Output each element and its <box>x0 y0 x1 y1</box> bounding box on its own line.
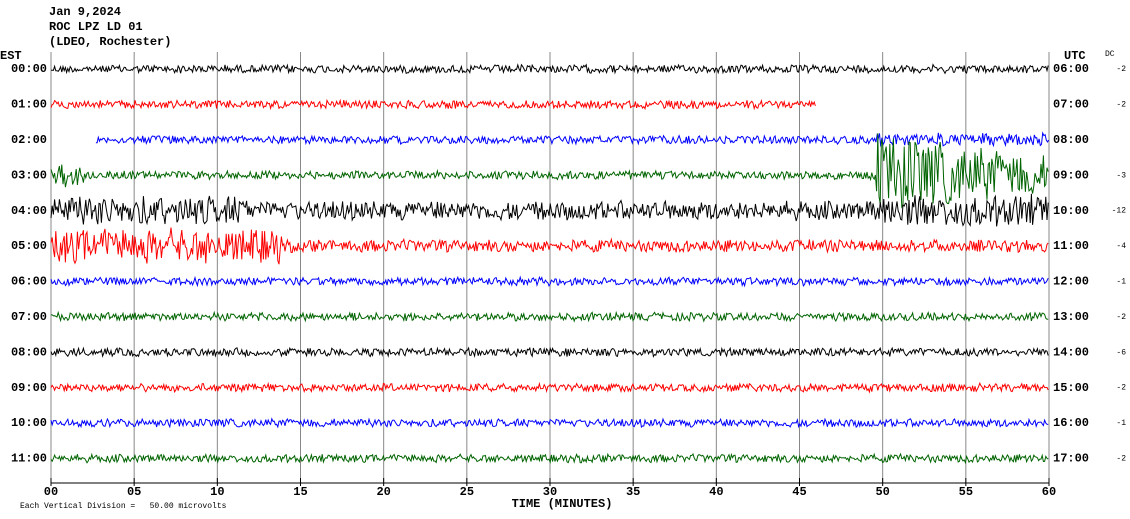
x-tick-label: 15 <box>293 485 307 499</box>
row-label-left: 03:00 <box>11 168 47 182</box>
header-line: Jan 9,2024 <box>49 5 121 19</box>
row-label-right: 12:00 <box>1053 275 1089 289</box>
x-tick-label: 45 <box>792 485 806 499</box>
trace <box>50 452 1049 465</box>
x-tick-label: 00 <box>44 485 58 499</box>
row-label-right: 13:00 <box>1053 310 1089 324</box>
x-tick-label: 05 <box>127 485 141 499</box>
row-label-left: 06:00 <box>11 275 47 289</box>
left-axis-title: EST <box>0 49 22 63</box>
trace <box>50 417 1049 429</box>
row-label-left: 04:00 <box>11 204 47 218</box>
dc-value: -1 <box>1116 278 1126 287</box>
row-label-left: 08:00 <box>11 345 47 359</box>
dc-value: -2 <box>1116 101 1126 110</box>
trace <box>50 381 1049 394</box>
trace <box>50 227 1049 265</box>
row-label-right: 09:00 <box>1053 168 1089 182</box>
row-label-left: 01:00 <box>11 98 47 112</box>
dc-value: -2 <box>1116 455 1126 464</box>
x-tick-label: 60 <box>1042 485 1056 499</box>
row-label-right: 15:00 <box>1053 381 1089 395</box>
right-axis-title: UTC <box>1064 49 1086 63</box>
x-tick-label: 25 <box>460 485 474 499</box>
trace <box>50 346 1049 358</box>
x-tick-label: 20 <box>376 485 390 499</box>
dc-value: -2 <box>1116 384 1126 393</box>
dc-value: -1 <box>1116 419 1126 428</box>
x-tick-label: 40 <box>709 485 723 499</box>
row-label-right: 11:00 <box>1053 239 1089 253</box>
trace <box>50 98 816 111</box>
dc-value: -3 <box>1116 171 1126 180</box>
x-tick-label: 55 <box>959 485 973 499</box>
x-axis-title: TIME (MINUTES) <box>512 497 613 511</box>
dc-value: -2 <box>1116 313 1126 322</box>
trace <box>95 131 1050 148</box>
row-label-right: 17:00 <box>1053 452 1089 466</box>
trace <box>50 275 1049 288</box>
row-label-left: 00:00 <box>11 62 47 76</box>
dc-title: DC <box>1105 50 1115 59</box>
dc-value: -6 <box>1116 348 1126 357</box>
row-label-right: 06:00 <box>1053 62 1089 76</box>
x-tick-label: 30 <box>543 485 557 499</box>
row-label-left: 05:00 <box>11 239 47 253</box>
x-tick-label: 10 <box>210 485 224 499</box>
trace <box>50 193 1049 227</box>
row-label-left: 02:00 <box>11 133 47 147</box>
row-label-right: 14:00 <box>1053 345 1089 359</box>
row-label-right: 16:00 <box>1053 416 1089 430</box>
row-label-right: 08:00 <box>1053 133 1089 147</box>
x-tick-label: 35 <box>626 485 640 499</box>
header-line: ROC LPZ LD 01 <box>49 20 143 34</box>
trace <box>50 133 1049 209</box>
row-label-left: 11:00 <box>11 452 47 466</box>
header-line: (LDEO, Rochester) <box>49 35 171 49</box>
row-label-left: 09:00 <box>11 381 47 395</box>
dc-value: -12 <box>1112 207 1127 216</box>
row-label-left: 07:00 <box>11 310 47 324</box>
x-tick-label: 50 <box>875 485 889 499</box>
trace <box>50 63 1049 75</box>
dc-value: -4 <box>1116 242 1126 251</box>
row-label-right: 10:00 <box>1053 204 1089 218</box>
trace <box>50 310 1049 323</box>
row-label-left: 10:00 <box>11 416 47 430</box>
row-label-right: 07:00 <box>1053 98 1089 112</box>
footer: Each Vertical Division = 50.00 microvolt… <box>20 502 227 511</box>
dc-value: -2 <box>1116 65 1126 74</box>
